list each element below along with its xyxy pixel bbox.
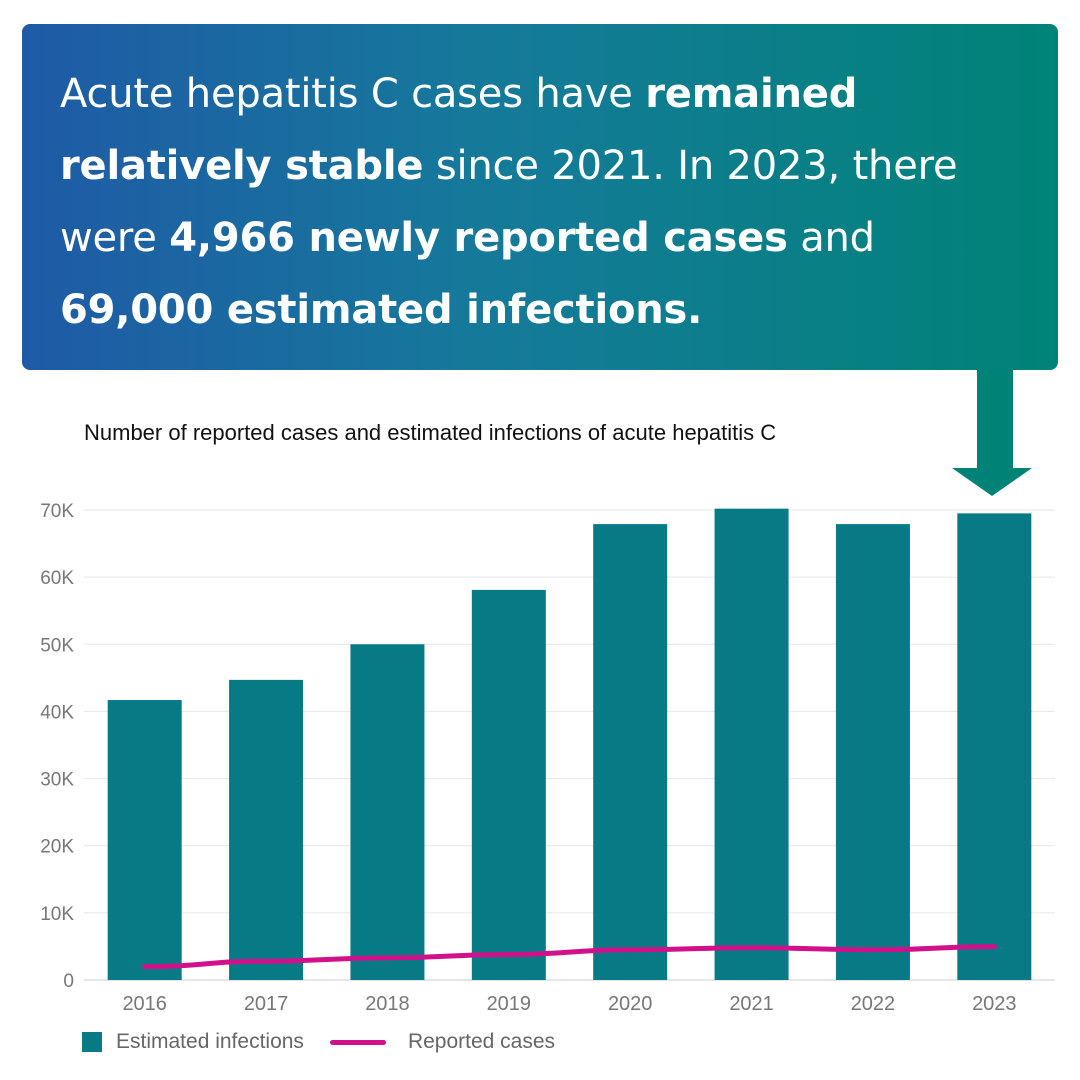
y-tick-label: 40K — [40, 702, 74, 723]
y-tick-label: 30K — [40, 770, 74, 791]
legend-line-label: Reported cases — [407, 1030, 556, 1053]
y-tick-label: 10K — [40, 904, 74, 925]
hepatitis-c-chart: 0 10K 20K 30K 40K 50K 60K 70K 2016 2017 2018 2019 20… — [40, 501, 1055, 1015]
arrow-down-icon — [952, 370, 1032, 496]
x-tick-label: 2022 — [851, 993, 896, 1015]
headline-segment: 69,000 estimated infections. — [60, 287, 703, 333]
line-reported-cases — [142, 944, 997, 970]
x-tick-label: 2023 — [972, 993, 1017, 1015]
headline-segment: 4,966 newly reported cases — [169, 215, 788, 261]
bar-estimated-infections — [471, 589, 546, 980]
bar-estimated-infections — [835, 524, 910, 980]
headline-segment: Acute hepatitis C cases have — [60, 71, 646, 117]
legend-bar-swatch — [82, 1032, 102, 1052]
bar-estimated-infections — [593, 524, 668, 980]
bar-estimated-infections — [229, 679, 304, 980]
y-tick-label: 50K — [40, 635, 74, 656]
chart-title: Number of reported cases and estimated i… — [84, 420, 777, 445]
y-tick-label: 0 — [63, 971, 74, 992]
x-tick-label: 2017 — [244, 993, 289, 1015]
y-tick-label: 60K — [40, 568, 74, 589]
bar-estimated-infections — [350, 644, 425, 980]
y-tick-label: 20K — [40, 837, 74, 858]
headline-segment: since 2021. In 2023, there were — [60, 143, 958, 261]
headline-segment: remained relatively stable — [60, 71, 858, 189]
y-tick-label: 70K — [40, 501, 74, 522]
headline-banner: Acute hepatitis C cases have remained re… — [22, 24, 1058, 370]
bar-estimated-infections — [957, 513, 1032, 980]
legend-bar-label: Estimated infections — [116, 1030, 304, 1053]
x-tick-label: 2021 — [729, 993, 774, 1015]
bar-estimated-infections — [107, 700, 182, 980]
legend-line-swatch — [329, 1039, 386, 1045]
x-tick-label: 2019 — [487, 993, 532, 1015]
bar-estimated-infections — [714, 508, 789, 980]
x-tick-label: 2020 — [608, 993, 653, 1015]
chart-legend: Estimated infections Reported cases — [82, 1028, 555, 1056]
headline-segment: and — [787, 215, 875, 261]
x-tick-label: 2018 — [365, 993, 410, 1015]
x-tick-label: 2016 — [122, 993, 167, 1015]
